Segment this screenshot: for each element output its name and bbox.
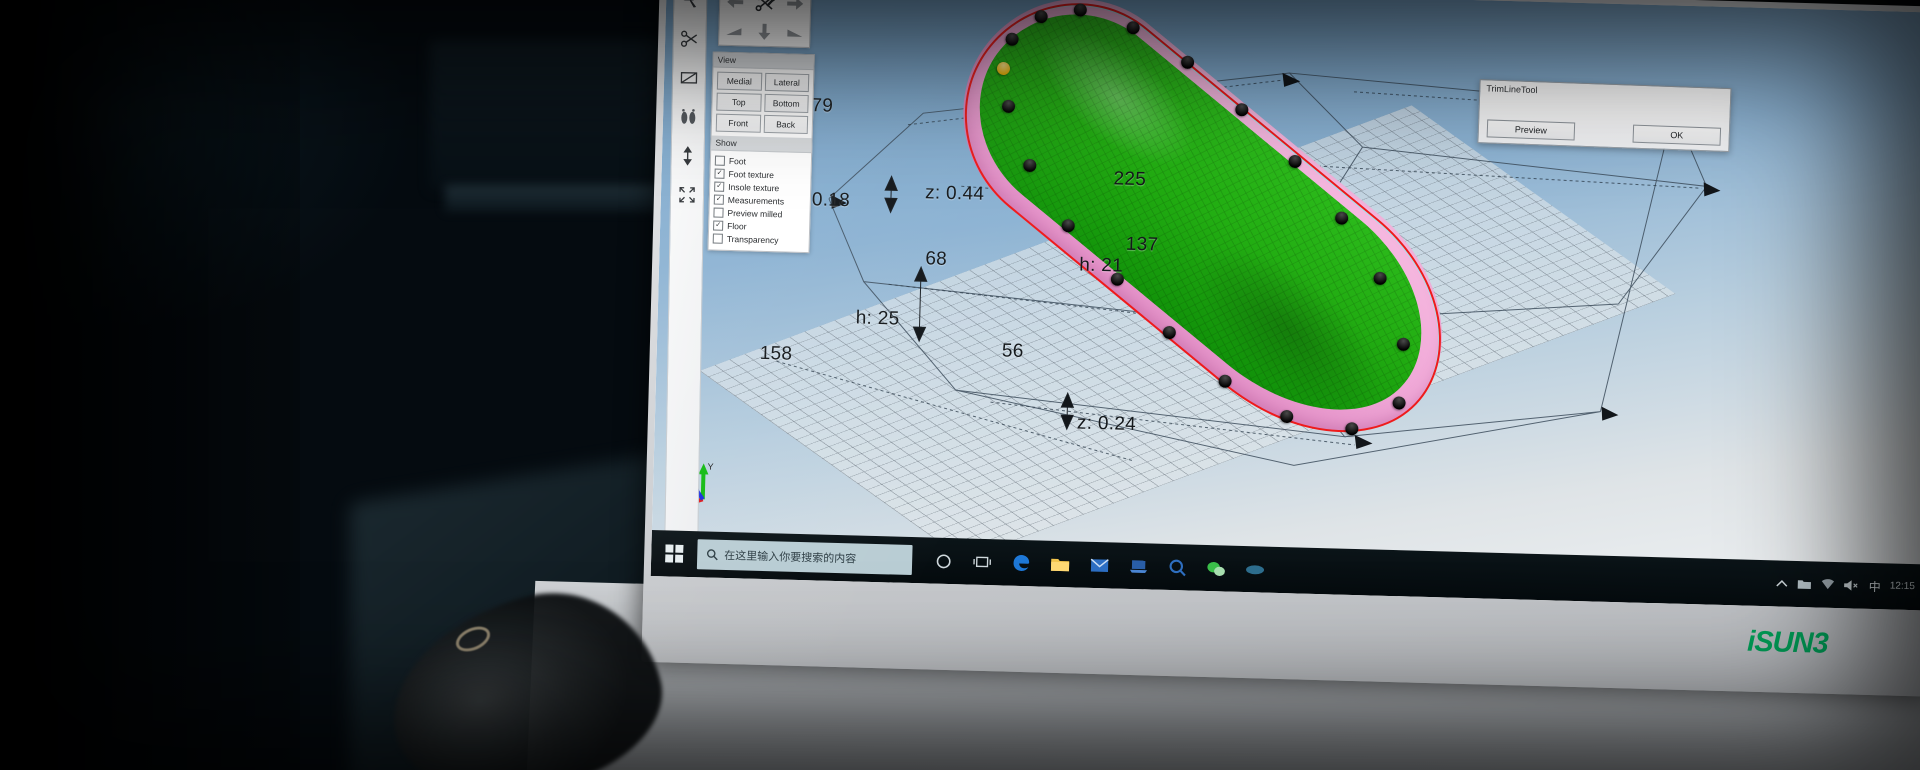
checkbox-insole-texture[interactable]: ✓ (714, 181, 725, 192)
windows-taskbar[interactable]: 在这里输入你要搜索的内容 (650, 529, 1920, 611)
checkbox-label-measurements: Measurements (727, 194, 785, 206)
tray-ime-icon[interactable]: 中 (1868, 579, 1881, 594)
dim-z-heel-right: z: 0.24 (1076, 412, 1137, 436)
checkbox-foot[interactable] (714, 155, 726, 166)
view-button-bottom[interactable]: Bottom (763, 93, 809, 114)
dim-arch-length: 158 (759, 342, 793, 365)
dim-heel-width: 56 (1001, 340, 1024, 362)
taskbar-search-box[interactable]: 在这里输入你要搜索的内容 (696, 539, 913, 576)
brand-suffix: 3 (1812, 627, 1829, 660)
view-buttons[interactable]: Medial Lateral Top Bottom Front Back (712, 67, 814, 138)
checkbox-preview-milled[interactable] (713, 207, 724, 218)
cortana-icon[interactable] (926, 541, 961, 580)
dim-height-21: h: 21 (1078, 254, 1124, 277)
brand-text: iSUN (1746, 625, 1813, 660)
dialog-buttons[interactable]: Preview OK (1479, 119, 1729, 146)
checkbox-measurements[interactable]: ✓ (713, 194, 725, 205)
checkbox-label-foot-texture: Foot texture (728, 168, 775, 180)
checkbox-label-insole-texture: Insole texture (728, 181, 780, 193)
vertical-arrow-icon[interactable] (675, 144, 699, 168)
checkbox-label-preview-milled: Preview milled (727, 207, 783, 219)
dialog-title: TrimLineTool (1486, 83, 1538, 96)
view-button-lateral[interactable]: Lateral (764, 72, 810, 93)
system-tray[interactable]: 中 12:15 (1776, 575, 1920, 596)
mail-icon[interactable] (1082, 546, 1117, 585)
taskbar-search-placeholder: 在这里输入你要搜索的内容 (724, 549, 857, 566)
laptop: iSUN3 (525, 0, 1920, 770)
scale-up-right-icon[interactable] (784, 22, 805, 43)
dim-waist-width: 68 (925, 248, 948, 270)
view-show-panel[interactable]: View Medial Lateral Top Bottom Front Bac… (707, 51, 815, 254)
scale-down-left-icon[interactable] (724, 20, 745, 41)
view-button-back[interactable]: Back (763, 114, 809, 135)
arrow-left-icon[interactable] (725, 0, 746, 12)
checkbox-transparency[interactable] (712, 233, 723, 244)
axis-y-label: Y (708, 461, 714, 471)
start-button[interactable] (651, 530, 698, 577)
file-explorer-icon[interactable] (1043, 545, 1078, 584)
checkbox-label-floor: Floor (727, 220, 747, 231)
transform-nav-panel[interactable] (718, 0, 813, 49)
trimline-tool-dialog[interactable]: TrimLineTool Preview OK (1477, 79, 1732, 153)
checkbox-label-foot: Foot (728, 155, 747, 166)
tray-chevron-up-icon[interactable] (1776, 579, 1788, 587)
taskbar-app-icons[interactable] (912, 541, 1273, 589)
tray-folder-icon[interactable] (1797, 578, 1812, 590)
dim-forefoot-width: 79 (811, 95, 834, 117)
checkbox-row-transparency[interactable]: Transparency (712, 232, 805, 247)
checkbox-label-transparency: Transparency (726, 233, 779, 245)
search-icon (706, 549, 718, 561)
task-view-icon[interactable] (965, 542, 1000, 581)
laptop-bezel: iSUN3 (641, 0, 1920, 697)
view-button-top[interactable]: Top (716, 92, 762, 112)
view-button-medial[interactable]: Medial (716, 71, 762, 91)
dim-insole-length: 137 (1125, 233, 1159, 256)
dim-height-25: h: 25 (855, 307, 900, 330)
preview-button[interactable]: Preview (1486, 119, 1576, 141)
dim-total-length: 225 (1113, 168, 1147, 191)
ok-button[interactable]: OK (1632, 124, 1722, 146)
app-teal-icon[interactable] (1238, 550, 1273, 589)
checkbox-floor[interactable]: ✓ (713, 220, 724, 231)
checkbox-foot-texture[interactable]: ✓ (714, 168, 725, 179)
search-app-icon[interactable] (1160, 548, 1195, 587)
tools-icon[interactable] (754, 0, 777, 14)
expand-arrows-icon[interactable] (675, 183, 699, 207)
3d-insole-viewport[interactable]: 79 z: 0.18 z: 0.44 225 137 h: 21 68 h: 2… (651, 0, 1920, 606)
view-button-front[interactable]: Front (715, 113, 761, 133)
dim-z-mid: z: 0.44 (924, 182, 985, 205)
tray-volume-muted-icon[interactable] (1844, 579, 1860, 591)
arrow-down-icon[interactable] (754, 21, 775, 42)
brand-logo: iSUN3 (1747, 626, 1828, 661)
wechat-icon[interactable] (1199, 549, 1234, 588)
mirror-flip-icon[interactable] (677, 66, 701, 90)
select-cursor-icon[interactable] (678, 0, 702, 12)
laptop-screen: 79 z: 0.18 z: 0.44 225 137 h: 21 68 h: 2… (650, 0, 1920, 611)
show-checkbox-list[interactable]: Foot ✓ Foot texture ✓ Insole texture (709, 150, 812, 252)
edge-browser-icon[interactable] (1004, 544, 1039, 583)
app-blue-icon[interactable] (1121, 547, 1156, 586)
foot-pair-icon[interactable] (676, 105, 700, 129)
scissors-icon[interactable] (677, 27, 701, 51)
taskbar-clock[interactable]: 12:15 (1889, 580, 1915, 592)
room-shadow (0, 0, 300, 770)
tray-wifi-icon[interactable] (1821, 579, 1835, 591)
arrow-right-icon[interactable] (785, 0, 806, 14)
